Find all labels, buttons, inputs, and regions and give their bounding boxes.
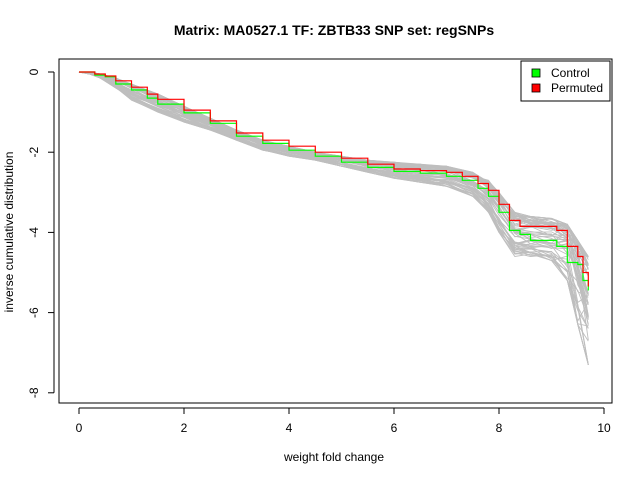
y-axis-label: inverse cumulative distribution (2, 152, 16, 313)
background-curves (78, 71, 589, 365)
x-tick-label: 6 (391, 421, 398, 435)
x-tick-label: 4 (286, 421, 293, 435)
series-line-permuted (79, 71, 589, 287)
legend-swatch-permuted (531, 83, 541, 93)
y-tick-label: -8 (27, 387, 41, 398)
chart-title: Matrix: MA0527.1 TF: ZBTB33 SNP set: reg… (174, 22, 494, 38)
x-axis-label: weight fold change (283, 450, 384, 464)
y-tick-label: 0 (27, 68, 41, 75)
legend: Control Permuted (520, 60, 611, 102)
x-tick-label: 2 (181, 421, 188, 435)
y-axis: 0 -2 -4 -6 -8 (27, 68, 55, 398)
background-curve (78, 71, 589, 342)
y-tick-label: -6 (27, 307, 41, 318)
legend-swatch-control (531, 68, 541, 78)
x-tick-label: 10 (597, 421, 611, 435)
background-curve (78, 71, 589, 329)
y-tick-label: -2 (27, 147, 41, 158)
legend-label-control: Control (551, 66, 590, 80)
legend-label-permuted: Permuted (551, 81, 603, 95)
plot-frame (58, 58, 613, 404)
x-axis: 0 2 4 6 8 10 (76, 407, 611, 435)
background-curve (78, 71, 589, 304)
x-tick-label: 8 (496, 421, 503, 435)
background-curve (78, 71, 589, 320)
background-curve (78, 71, 589, 341)
legend-box (520, 60, 611, 102)
x-tick-label: 0 (76, 421, 83, 435)
y-tick-label: -4 (27, 227, 41, 238)
series-lines (79, 71, 589, 291)
